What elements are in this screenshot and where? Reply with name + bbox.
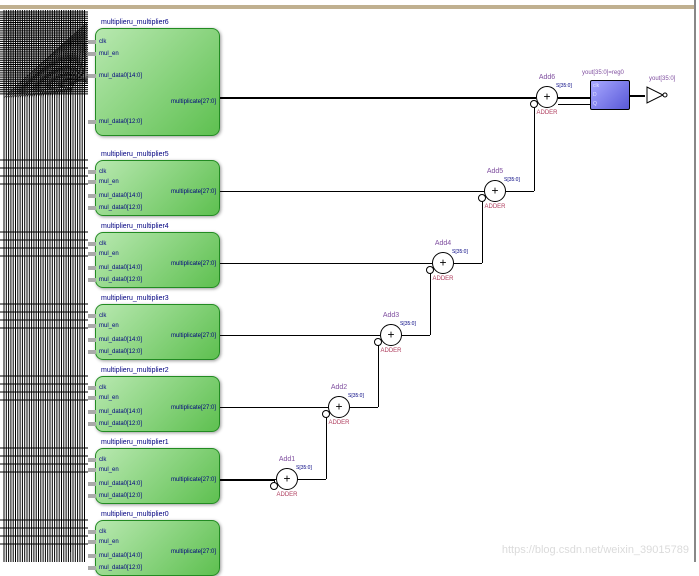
port-left: mul_data0[12:0]	[99, 349, 142, 355]
adder-sublabel: ADDER	[536, 110, 557, 116]
port-left: mul_en	[99, 51, 119, 57]
port-left: mul_en	[99, 323, 119, 329]
reg-pin: Q	[593, 101, 597, 107]
port-left: clk	[99, 169, 106, 175]
multiplier-block-5: multiplieru_multiplier1clkmul_enmul_data…	[95, 448, 220, 504]
adder-add1	[276, 468, 298, 490]
adder-sublabel: ADDER	[380, 348, 401, 354]
adder-sublabel: ADDER	[328, 420, 349, 426]
port-left: mul_data0[12:0]	[99, 277, 142, 283]
reg-pin: D	[593, 92, 597, 98]
adder-sublabel: ADDER	[484, 204, 505, 210]
adder-sublabel: ADDER	[432, 276, 453, 282]
port-left: clk	[99, 313, 106, 319]
port-left: mul_data0[14:0]	[99, 409, 142, 415]
adder-label: Add5	[487, 168, 503, 175]
port-right: multiplicate[27:0]	[171, 333, 216, 339]
port-right: multiplicate[27:0]	[171, 189, 216, 195]
multiplier-title: multiplieru_multiplier0	[101, 511, 169, 518]
multiplier-block-3: multiplieru_multiplier3clkmul_enmul_data…	[95, 304, 220, 360]
port-left: clk	[99, 39, 106, 45]
port-left: mul_data0[14:0]	[99, 265, 142, 271]
multiplier-title: multiplieru_multiplier6	[101, 19, 169, 26]
adder-label: Add4	[435, 240, 451, 247]
port-left: mul_en	[99, 467, 119, 473]
port-right: multiplicate[27:0]	[171, 477, 216, 483]
adder-sublabel: ADDER	[276, 492, 297, 498]
reg-pin: clk	[593, 83, 599, 89]
output-label: yout[35:0]	[649, 76, 675, 82]
multiplier-title: multiplieru_multiplier1	[101, 439, 169, 446]
adder-output-pin: S[35:0]	[400, 321, 416, 327]
adder-add4	[432, 252, 454, 274]
port-left: clk	[99, 241, 106, 247]
adder-label: Add2	[331, 384, 347, 391]
adder-output-pin: S[35:0]	[348, 393, 364, 399]
adder-label: Add1	[279, 456, 295, 463]
port-left: mul_en	[99, 539, 119, 545]
port-left: mul_data0[12:0]	[99, 565, 142, 571]
port-left: mul_data0[12:0]	[99, 119, 142, 125]
port-right: multiplicate[27:0]	[171, 99, 216, 105]
port-right: multiplicate[27:0]	[171, 261, 216, 267]
multiplier-block-4: multiplieru_multiplier2clkmul_enmul_data…	[95, 376, 220, 432]
multiplier-block-2: multiplieru_multiplier4clkmul_enmul_data…	[95, 232, 220, 288]
bus-lines	[0, 10, 88, 562]
port-left: mul_en	[99, 179, 119, 185]
adder-add5	[484, 180, 506, 202]
adder-output-pin: S[35:0]	[504, 177, 520, 183]
port-left: mul_data0[14:0]	[99, 73, 142, 79]
multiplier-block-1: multiplieru_multiplier5clkmul_enmul_data…	[95, 160, 220, 216]
multiplier-title: multiplieru_multiplier3	[101, 295, 169, 302]
port-left: mul_data0[14:0]	[99, 337, 142, 343]
multiplier-title: multiplieru_multiplier5	[101, 151, 169, 158]
adder-add6	[536, 86, 558, 108]
output-buffer-icon	[645, 85, 675, 105]
port-left: mul_data0[12:0]	[99, 421, 142, 427]
adder-output-pin: S[35:0]	[556, 83, 572, 89]
adder-label: Add6	[539, 74, 555, 81]
multiplier-block-6: multiplieru_multiplier0clkmul_enmul_data…	[95, 520, 220, 576]
adder-output-pin: S[35:0]	[296, 465, 312, 471]
port-right: multiplicate[27:0]	[171, 549, 216, 555]
multiplier-title: multiplieru_multiplier2	[101, 367, 169, 374]
watermark: https://blog.csdn.net/weixin_39015789	[502, 544, 689, 556]
multiplier-block-0: multiplieru_multiplier6clkmul_enmul_data…	[95, 28, 220, 136]
port-left: mul_data0[14:0]	[99, 193, 142, 199]
canvas-right-edge	[694, 0, 699, 562]
multiplier-title: multiplieru_multiplier4	[101, 223, 169, 230]
port-left: mul_data0[12:0]	[99, 205, 142, 211]
port-left: mul_data0[14:0]	[99, 553, 142, 559]
port-left: clk	[99, 385, 106, 391]
adder-output-pin: S[35:0]	[452, 249, 468, 255]
port-left: mul_data0[14:0]	[99, 481, 142, 487]
adder-add3	[380, 324, 402, 346]
port-left: mul_en	[99, 251, 119, 257]
port-left: clk	[99, 529, 106, 535]
port-left: clk	[99, 457, 106, 463]
port-left: mul_en	[99, 395, 119, 401]
adder-add2	[328, 396, 350, 418]
top-bar	[0, 5, 699, 9]
adder-label: Add3	[383, 312, 399, 319]
port-right: multiplicate[27:0]	[171, 405, 216, 411]
port-left: mul_data0[12:0]	[99, 493, 142, 499]
output-register-title: yout[35:0]=reg0	[582, 70, 624, 76]
